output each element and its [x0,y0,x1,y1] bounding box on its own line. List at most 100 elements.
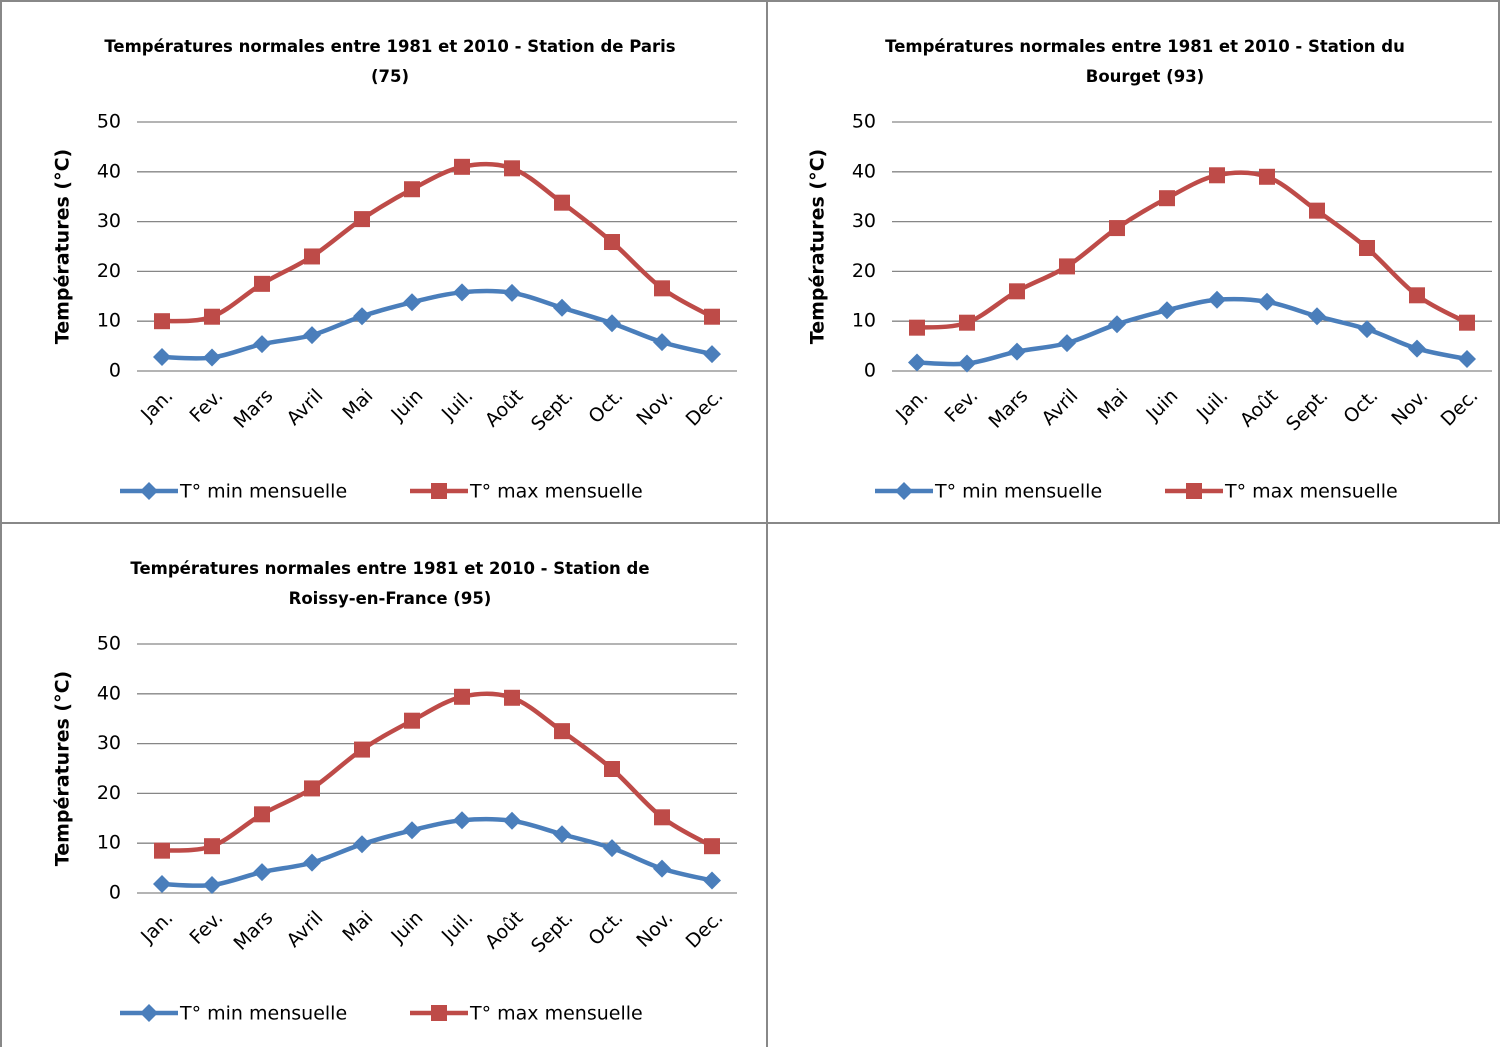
marker [1309,202,1325,219]
marker [1359,239,1375,256]
marker [1008,342,1026,361]
marker [403,293,421,312]
y-tick-label: 20 [852,260,876,282]
marker [404,712,420,729]
y-axis-label: Températures (°C) [807,149,829,344]
x-tick-label: Mars [230,385,278,433]
chart: Températures (°C) 0 10 20 30 40 50 Jan. Fev. Mars… [807,111,1492,503]
marker [704,838,720,855]
marker [303,853,321,872]
marker [1208,290,1226,309]
y-tick-label: 10 [97,832,121,854]
marker [154,313,170,330]
legend-label: T° max mensuelle [469,1003,643,1025]
x-tick-label: Jan. [136,385,177,426]
y-tick-label: 50 [97,633,121,655]
x-tick-label: Fev. [185,385,227,427]
x-tick-label: Avril [283,907,328,952]
x-tick-label: Nov. [1387,385,1432,430]
marker [454,688,470,705]
marker [553,298,571,317]
legend-marker [431,483,447,499]
chart-title: Températures normales entre 1981 et 2010… [104,37,676,86]
x-tick-label: Sept. [527,385,577,435]
x-tick-label: Dec. [1437,385,1483,431]
y-tick-label: 40 [97,160,121,182]
marker [403,821,421,840]
x-tick-label: Mars [230,907,278,955]
marker [203,876,221,895]
marker [1409,287,1425,304]
marker [1258,292,1276,311]
x-tick-label: Mai [338,385,377,424]
marker [353,835,371,854]
marker [654,809,670,826]
y-axis-label: Températures (°C) [52,149,74,344]
marker [603,314,621,333]
series-line [161,816,713,888]
x-tick-label: Août [481,385,528,432]
x-tick-label: Oct. [1339,385,1382,428]
series-line [161,288,713,361]
marker [504,689,520,706]
marker [353,307,371,326]
marker [254,275,270,292]
marker [203,348,221,367]
chart-title: Températures normales entre 1981 et 2010… [130,559,650,608]
legend-label: T° max mensuelle [1224,481,1398,503]
marker [503,811,521,830]
marker [909,319,925,336]
y-tick-label: 40 [97,682,121,704]
legend-marker [431,1005,447,1021]
x-tick-label: Jan. [136,907,177,948]
marker [154,842,170,859]
y-tick-label: 10 [852,310,876,332]
y-tick-label: 30 [97,732,121,754]
x-tick-label: Oct. [584,385,627,428]
marker [704,308,720,325]
legend-marker [895,482,913,500]
marker [1158,301,1176,320]
marker [908,353,926,372]
x-tick-label: Juin [1141,385,1182,426]
marker [653,333,671,352]
marker [1458,350,1476,369]
x-tick-label: Juin [386,385,427,426]
marker [304,780,320,797]
marker [1459,314,1475,331]
series-line [161,691,714,853]
x-tick-label: Dec. [682,907,728,953]
x-tick-label: Dec. [682,385,728,431]
marker [654,280,670,297]
marker [1059,258,1075,275]
marker [1408,339,1426,358]
marker [1159,190,1175,207]
y-tick-label: 30 [852,210,876,232]
y-tick-label: 0 [109,360,121,382]
marker [153,348,171,367]
marker [354,211,370,228]
marker [204,838,220,855]
y-tick-label: 40 [852,160,876,182]
y-axis-label: Températures (°C) [52,671,74,866]
x-tick-label: Fev. [185,907,227,949]
legend-label: T° min mensuelle [179,1003,347,1025]
x-tick-label: Nov. [632,907,677,952]
x-tick-label: Nov. [632,385,677,430]
x-tick-label: Sept. [1282,385,1332,435]
marker [604,760,620,777]
x-tick-label: Sept. [527,907,577,957]
legend-marker [140,1004,158,1022]
marker [454,158,470,175]
y-tick-label: 20 [97,782,121,804]
marker [553,825,571,844]
x-tick-label: Oct. [584,907,627,950]
marker [604,234,620,251]
marker [304,248,320,265]
y-tick-label: 50 [852,111,876,133]
legend-label: T° min mensuelle [179,481,347,503]
marker [554,723,570,740]
marker [404,181,420,198]
